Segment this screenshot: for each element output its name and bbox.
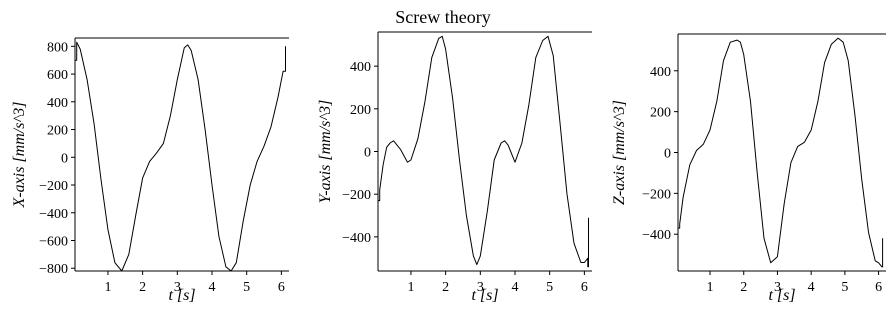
y-axis-label: Y-axis [mm/s^3] [317,100,334,204]
x-tick-label: 5 [243,280,250,295]
data-series-line [75,41,286,272]
x-tick-label: 3 [774,280,781,295]
x-axis-label: t [s] [168,287,195,304]
y-tick-label: 800 [47,40,68,55]
x-tick-label: 2 [740,280,747,295]
y-tick-label: 400 [650,65,671,80]
y-tick-label: 0 [61,151,68,166]
x-tick-label: 2 [442,280,449,295]
y-tick-label: −600 [39,234,68,249]
x-axis-label: t [s] [471,287,498,304]
y-tick-label: 400 [350,60,371,75]
x-tick-label: 3 [477,280,484,295]
y-tick-label: −200 [39,179,68,194]
y-tick-label: −400 [642,228,671,243]
x-tick-label: 6 [875,280,882,295]
y-tick-label: 200 [650,106,671,121]
x-tick-label: 5 [841,280,848,295]
x-tick-label: 1 [104,280,111,295]
x-axis-label: t [s] [768,287,795,304]
x-tick-label: 1 [707,280,714,295]
y-tick-label: 0 [664,147,671,162]
y-tick-label: 200 [47,124,68,139]
x-axis-panel: −800 −600 −400 −200 0 200 400 600 800 1 2 3 4 5 6 t [s]… [11,37,289,304]
y-tick-label: −200 [642,187,671,202]
y-tick-label: 600 [47,68,68,83]
x-tick-label: 3 [174,280,181,295]
x-tick-label: 4 [808,280,815,295]
y-tick-label: −400 [342,231,371,246]
x-tick-label: 6 [581,280,588,295]
y-tick-label: −200 [342,188,371,203]
x-tick-label: 5 [546,280,553,295]
y-tick-label: −800 [39,262,68,277]
figure-title: Screw theory [395,7,490,27]
z-axis-panel: −400 −200 0 200 400 1 2 3 4 5 6 t [s] Z-axis [mm/s^3… [611,33,886,304]
x-tick-label: 2 [139,280,146,295]
y-tick-label: 400 [47,96,68,111]
data-series-line [677,37,884,268]
x-tick-label: 6 [278,280,285,295]
y-axis-panel: −400 −200 0 200 400 1 2 3 4 5 6 t [s] Y-axis [mm/s^3… [317,31,592,304]
x-tick-label: 4 [512,280,519,295]
y-axis-label: Z-axis [mm/s^3] [611,100,628,205]
y-tick-label: 0 [364,146,371,161]
y-tick-label: 200 [350,103,371,118]
y-tick-label: −400 [39,207,68,222]
y-axis-label: X-axis [mm/s^3] [11,102,28,209]
x-tick-label: 4 [209,280,216,295]
x-tick-label: 1 [407,280,414,295]
data-series-line [377,35,589,268]
